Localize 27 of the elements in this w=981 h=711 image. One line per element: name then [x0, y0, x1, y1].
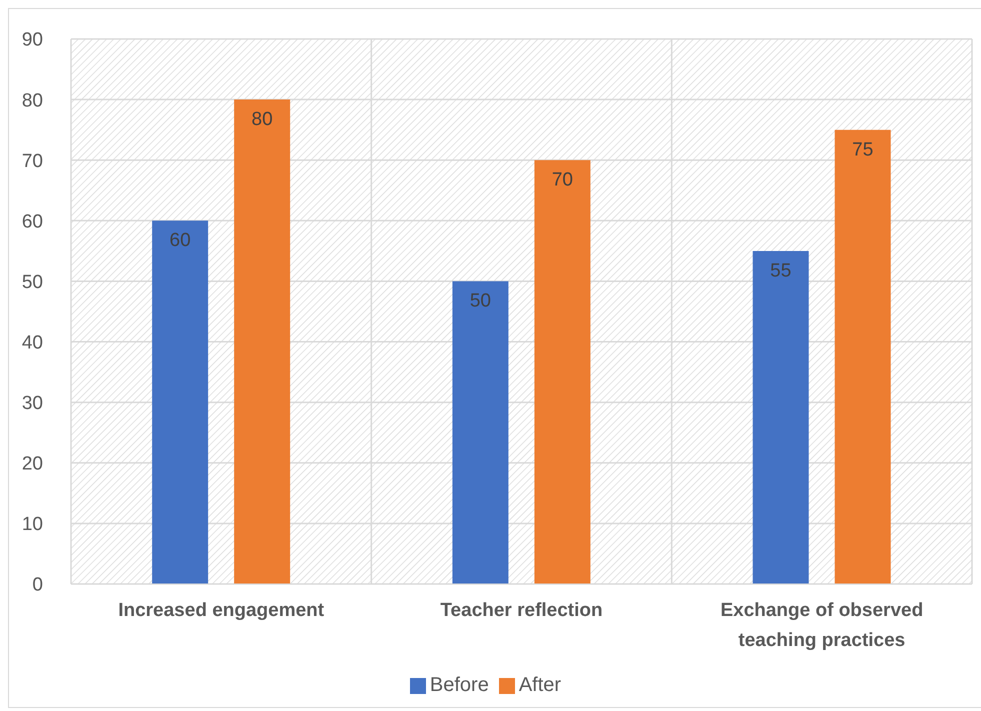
y-tick-label: 60: [22, 211, 43, 232]
y-tick-label: 0: [32, 574, 43, 596]
y-tick-label: 70: [22, 150, 43, 172]
bar: [534, 160, 590, 584]
data-label: 70: [552, 170, 573, 191]
bar: [752, 250, 809, 584]
data-label: 50: [470, 290, 491, 312]
x-tick-label: Exchange of observed teaching practices: [720, 600, 924, 651]
bar: [834, 130, 891, 584]
bar: [452, 281, 508, 584]
legend-label: Before: [430, 674, 489, 696]
bar: [234, 100, 290, 584]
bar: [152, 220, 208, 584]
y-tick-label: 90: [22, 30, 43, 51]
x-tick-label: Increased engagement: [118, 600, 325, 621]
data-label: 80: [252, 109, 273, 130]
y-tick-label: 40: [22, 332, 43, 354]
legend-label: After: [518, 674, 562, 696]
y-tick-label: 30: [22, 393, 43, 414]
y-tick-label: 20: [22, 454, 43, 475]
data-label: 60: [170, 230, 191, 252]
data-label: 55: [770, 260, 792, 282]
data-label: 75: [852, 139, 874, 160]
x-tick-label: Teacher reflection: [440, 600, 603, 621]
y-tick-label: 80: [22, 90, 43, 112]
y-tick-label: 10: [22, 514, 43, 536]
y-tick-label: 50: [22, 272, 43, 293]
